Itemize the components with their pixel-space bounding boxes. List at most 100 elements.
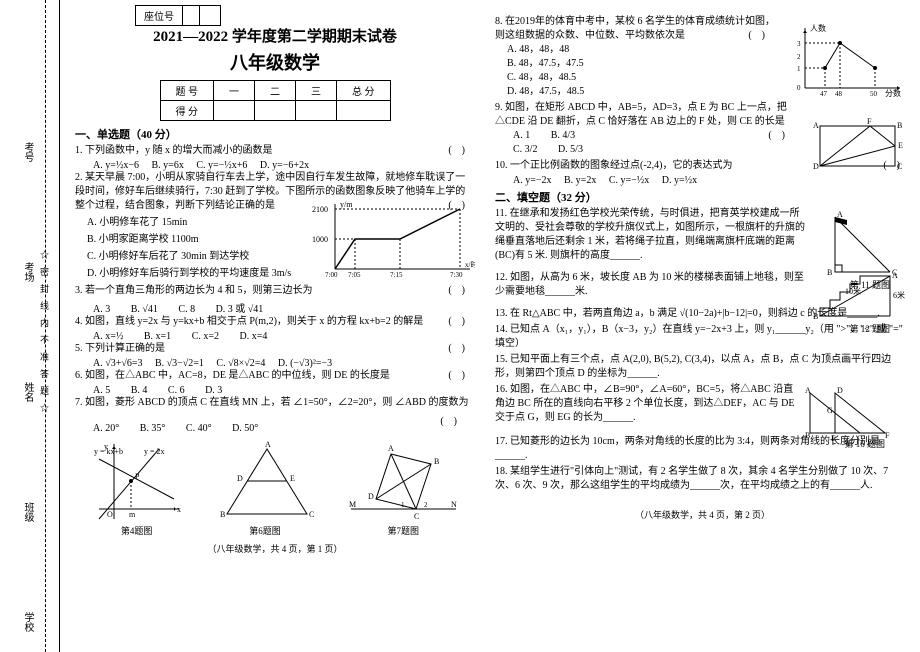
seat-number-box: 座位号 xyxy=(135,5,221,26)
svg-text:D: D xyxy=(237,474,243,483)
q5-a: A. √3+√6=3 xyxy=(93,358,142,369)
q4-b: B. x=1 xyxy=(144,331,171,342)
fig7-svg: M N A B C D 1 2 xyxy=(346,439,461,524)
q3-c: C. 8 xyxy=(178,304,195,315)
q2: 2. 某天早晨 7:00，小明从家骑自行车去上学，途中因自行车发生故障，就地修车… xyxy=(75,171,475,281)
margin-name-label: 姓名 xyxy=(20,382,35,402)
q1: 1. 下列函数中，y 随 x 的增大而减小的函数是( ) xyxy=(75,144,475,158)
q8-b: B. 48，47.5，47.5 xyxy=(507,57,775,71)
q2-c: C. 小明修好车后花了 30min 到达学校 xyxy=(87,250,305,264)
q5-opts: A. √3+√6=3 B. √3−√2=1 C. √8×√2=4 D. (−√3… xyxy=(75,358,475,369)
q14: 14. 已知点 A（x₁，y₁），B（x−3，y₂）在直线 y=−2x+3 上，… xyxy=(495,323,910,351)
q3-text: 3. 若一个直角三角形的两边长为 4 和 5，则第三边长为 xyxy=(75,285,313,296)
q6: 6. 如图，在△ABC 中，AC=8，DE 是△ABC 的中位线，则 DE 的长… xyxy=(75,369,475,383)
q2-y2100: 2100 xyxy=(312,205,328,214)
seat-cell-2 xyxy=(200,6,220,25)
seat-label: 座位号 xyxy=(136,6,183,25)
q5-c: C. √8×√2=4 xyxy=(216,358,265,369)
q12-text: 12. 如图，从高为 6 米，坡长度 AB 为 10 米的楼梯表面铺上地毯，则至… xyxy=(495,271,805,299)
q2-xlabel: x/时刻 xyxy=(465,260,475,269)
svg-text:2: 2 xyxy=(424,501,428,509)
q9-c: C. 3/2 xyxy=(513,144,537,155)
q4-paren: ( ) xyxy=(448,315,465,329)
svg-text:F: F xyxy=(885,431,890,440)
q8-c: C. 48，48，48.5 xyxy=(507,71,775,85)
q2-a: A. 小明修车花了 15min xyxy=(87,216,305,230)
q4-opts: A. x=½ B. x=1 C. x=2 D. x=4 xyxy=(75,331,475,342)
q9-b: B. 4/3 xyxy=(551,130,575,141)
q8-graph: 人数 分数 3 2 1 0 47 48 50 xyxy=(785,23,905,98)
q6-a: A. 5 xyxy=(93,385,110,396)
q5-b: B. √3−√2=1 xyxy=(155,358,204,369)
q10-d: D. y=½x xyxy=(662,175,697,186)
footer-left: （八年级数学，共 4 页，第 1 页） xyxy=(75,542,475,555)
q6-opts: A. 5 B. 4 C. 6 D. 3 xyxy=(75,385,475,396)
q11: 11. 在继承和发扬红色学校光荣传统，与时俱进，把育英学校建成一所文明的、受社会… xyxy=(495,207,910,263)
margin-class-label: 班级 xyxy=(20,502,35,522)
q15: 15. 已知平面上有三个点，点 A(2,0), B(5,2), C(3,4)，以… xyxy=(495,353,910,381)
right-page: 8. 在2019年的体育中考中，某校 6 名学生的体育成绩统计如图，则这组数据的… xyxy=(485,0,920,652)
q2-b: B. 小明家距离学校 1100m xyxy=(87,233,305,247)
q3-d: D. 3 或 √41 xyxy=(216,304,264,315)
svg-text:D: D xyxy=(368,492,374,501)
page-container: 考号 考场 姓名 班级 学校 ☆密封线内不准答题☆ 座位号 2021—2022 … xyxy=(0,0,920,652)
q10-a: A. y=−2x xyxy=(513,175,552,186)
svg-text:E: E xyxy=(898,141,903,150)
q4-d: D. x=4 xyxy=(240,331,268,342)
st-r2c3 xyxy=(255,101,296,121)
q2-x1: 7:05 xyxy=(348,271,361,279)
q1-paren: ( ) xyxy=(448,144,465,158)
svg-text:y = 2x: y = 2x xyxy=(144,447,165,456)
q7-d: D. 50° xyxy=(232,423,258,434)
q9: 9. 如图，在矩形 ABCD 中，AB=5，AD=3，点 E 为 BC 上一点，… xyxy=(495,101,910,157)
st-r2c4 xyxy=(296,101,337,121)
svg-text:N: N xyxy=(451,500,457,509)
q10-b: B. y=2x xyxy=(564,175,596,186)
svg-text:6米: 6米 xyxy=(893,290,905,300)
q5-text: 5. 下列计算正确的是 xyxy=(75,343,165,354)
q2-x0: 7:00 xyxy=(325,271,338,279)
q12: 12. 如图，从高为 6 米，坡长度 AB 为 10 米的楼梯表面铺上地毯，则至… xyxy=(495,271,910,299)
q8: 8. 在2019年的体育中考中，某校 6 名学生的体育成绩统计如图，则这组数据的… xyxy=(495,15,910,99)
fig9-svg: A B C D E F xyxy=(805,116,905,176)
q8-d: D. 48，47.5，48.5 xyxy=(507,85,775,99)
exam-subtitle: 八年级数学 xyxy=(75,49,475,75)
svg-text:分数: 分数 xyxy=(885,88,901,98)
svg-text:y = kx+b: y = kx+b xyxy=(94,447,123,456)
q16: 16. 如图，在△ABC 中，∠B=90°，∠A=60°，BC=5，将△ABC … xyxy=(495,383,910,425)
st-r1c2: 一 xyxy=(214,81,255,101)
fig6-label: 第6题图 xyxy=(212,524,317,537)
fig4-label: 第4题图 xyxy=(89,524,184,537)
q16-text: 16. 如图，在△ABC 中，∠B=90°，∠A=60°，BC=5，将△ABC … xyxy=(495,383,795,425)
svg-text:3: 3 xyxy=(797,40,801,48)
q5-paren: ( ) xyxy=(448,342,465,356)
q9-text: 9. 如图，在矩形 ABCD 中，AB=5，AD=3，点 E 为 BC 上一点，… xyxy=(495,102,787,127)
st-r2c1: 得 分 xyxy=(160,101,214,121)
cut-line-text: ☆密封线内不准答题☆ xyxy=(38,250,51,420)
st-r1c1: 题 号 xyxy=(160,81,214,101)
svg-text:m: m xyxy=(129,510,136,519)
svg-text:47: 47 xyxy=(820,90,828,98)
q7: 7. 如图，菱形 ABCD 的顶点 C 在直线 MN 上，若 ∠1=50°，∠2… xyxy=(75,396,475,410)
q10-c: C. y=−½x xyxy=(609,175,649,186)
svg-text:48: 48 xyxy=(835,90,843,98)
q1-d: D. y=−6+2x xyxy=(260,160,309,171)
section-1-header: 一、单选题（40 分） xyxy=(75,126,475,142)
q2-y1000: 1000 xyxy=(312,235,328,244)
fig4-svg: y = kx+b y = 2x O P m x y xyxy=(89,439,184,524)
q2-x3: 7:30 xyxy=(450,271,463,279)
st-r2c5 xyxy=(337,101,391,121)
svg-text:B: B xyxy=(434,457,439,466)
q6-text: 6. 如图，在△ABC 中，AC=8，DE 是△ABC 的中位线，则 DE 的长… xyxy=(75,370,390,381)
fig16-label: 第 16 题图 xyxy=(844,438,885,451)
exam-title: 2021—2022 学年度第二学期期末试卷 xyxy=(75,25,475,46)
svg-text:C: C xyxy=(309,510,314,519)
svg-text:B: B xyxy=(220,510,225,519)
q7-b: B. 35° xyxy=(140,423,166,434)
q8-text: 8. 在2019年的体育中考中，某校 6 名学生的体育成绩统计如图，则这组数据的… xyxy=(495,16,775,41)
q8-paren: ( ) xyxy=(748,29,765,43)
q10-text: 10. 一个正比例函数的图象经过点(-2,4)，它的表达式为 xyxy=(495,160,733,171)
q1-a: A. y=½x−6 xyxy=(93,160,139,171)
seat-cell-1 xyxy=(183,6,200,25)
q2-d: D. 小明修好车后骑行到学校的平均速度是 3m/s xyxy=(87,267,305,281)
